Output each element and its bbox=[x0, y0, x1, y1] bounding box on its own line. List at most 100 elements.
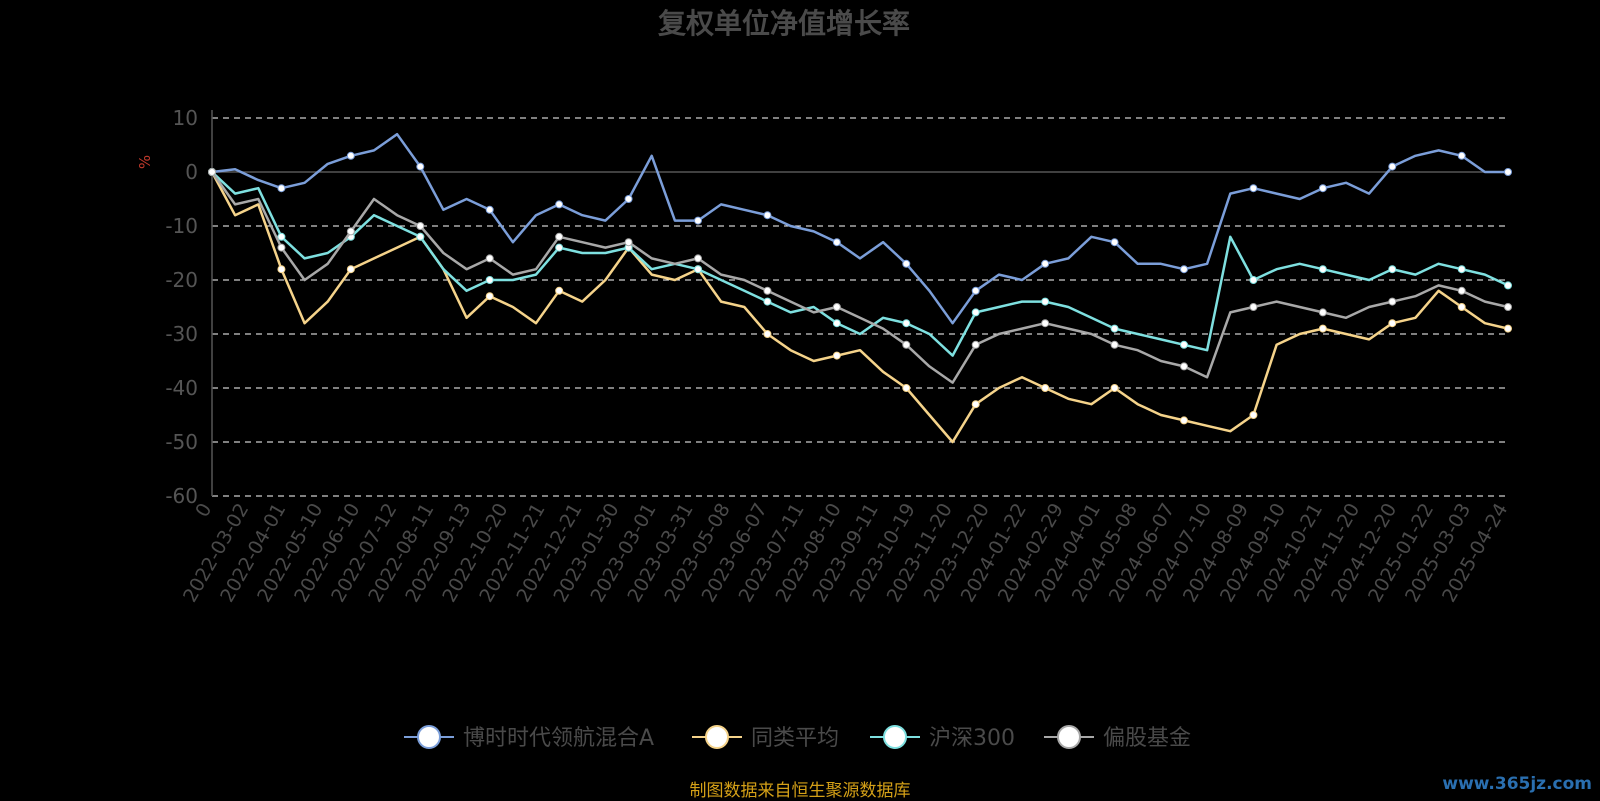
series-point bbox=[485, 254, 494, 263]
series-point bbox=[1041, 297, 1050, 306]
series-point bbox=[555, 200, 564, 209]
series-point bbox=[208, 168, 216, 176]
series-point bbox=[1504, 324, 1512, 333]
series-line-1 bbox=[210, 171, 1509, 444]
series-point bbox=[832, 238, 841, 247]
legend-item-3[interactable]: 偏股基金 bbox=[1044, 725, 1191, 751]
series-point bbox=[1180, 362, 1188, 371]
series-point bbox=[277, 184, 286, 193]
series-point bbox=[694, 265, 702, 274]
series-line-0 bbox=[211, 132, 1508, 325]
series-point bbox=[1180, 265, 1188, 274]
series-line-3 bbox=[210, 171, 1509, 384]
legend-marker bbox=[1057, 725, 1081, 749]
y-tick-label: -10 bbox=[165, 214, 198, 238]
y-tick-label: 0 bbox=[185, 160, 198, 184]
series-point bbox=[763, 211, 772, 220]
series-lines bbox=[208, 132, 1512, 444]
series-point bbox=[1249, 303, 1258, 311]
y-tick-label: -30 bbox=[165, 322, 198, 346]
y-axis-unit-label: % bbox=[136, 155, 154, 169]
series-point bbox=[1180, 340, 1188, 349]
series-point bbox=[277, 243, 286, 252]
grid-lines bbox=[212, 117, 1508, 497]
series-point bbox=[763, 330, 772, 338]
series-point bbox=[1388, 265, 1397, 274]
series-point bbox=[971, 340, 980, 349]
series-point bbox=[1110, 340, 1119, 349]
series-point bbox=[971, 400, 980, 409]
series-point bbox=[346, 227, 355, 236]
series-point bbox=[902, 319, 911, 328]
series-point bbox=[1504, 281, 1512, 290]
legend-label: 同类平均 bbox=[751, 726, 839, 751]
series-point bbox=[1318, 324, 1327, 333]
series-point bbox=[416, 162, 425, 171]
watermark: www.365jz.com bbox=[1442, 774, 1592, 794]
y-tick-label: -20 bbox=[165, 268, 198, 292]
series-point bbox=[1457, 151, 1466, 160]
series-point bbox=[902, 384, 911, 392]
series-point bbox=[902, 340, 911, 349]
series-point bbox=[832, 351, 841, 360]
series-point bbox=[1318, 184, 1327, 193]
series-point bbox=[555, 286, 564, 295]
series-point bbox=[1388, 319, 1397, 328]
series-point bbox=[1110, 384, 1119, 392]
series-point bbox=[555, 232, 564, 241]
series-point bbox=[624, 238, 633, 247]
series-point bbox=[346, 151, 355, 160]
legend-label: 偏股基金 bbox=[1103, 726, 1191, 751]
series-point bbox=[763, 297, 772, 306]
chart-title: 复权单位净值增长率 bbox=[658, 7, 910, 40]
legend-label: 博时时代领航混合A bbox=[463, 726, 654, 751]
y-tick-label: -50 bbox=[165, 430, 198, 454]
series-point bbox=[1249, 411, 1258, 419]
series-point bbox=[1249, 276, 1258, 284]
y-tick-label: 10 bbox=[173, 106, 198, 130]
series-point bbox=[277, 232, 286, 241]
series-line-2 bbox=[211, 171, 1509, 357]
series-point bbox=[416, 232, 425, 241]
series-point bbox=[1041, 384, 1050, 392]
y-tick-label: -40 bbox=[165, 376, 198, 400]
series-point bbox=[485, 276, 494, 284]
series-point bbox=[1388, 162, 1397, 171]
y-tick-label: -60 bbox=[165, 484, 198, 508]
y-axis: 10 0 -10 -20 -30 -40 -50 -60 bbox=[165, 106, 213, 508]
series-point bbox=[694, 254, 702, 263]
series-point bbox=[971, 308, 980, 317]
series-point bbox=[1457, 303, 1466, 311]
series-point bbox=[1504, 303, 1512, 311]
series-point bbox=[555, 243, 564, 252]
legend-item-1[interactable]: 同类平均 bbox=[692, 725, 839, 751]
source-note: 制图数据来自恒生聚源数据库 bbox=[689, 781, 911, 801]
series-point bbox=[694, 216, 702, 225]
series-point bbox=[277, 265, 286, 274]
series-point bbox=[1318, 308, 1327, 317]
series-point bbox=[1457, 286, 1466, 295]
series-point bbox=[485, 292, 494, 301]
x-tick-label: 0 bbox=[191, 500, 216, 521]
x-axis: 02022-03-022022-04-012022-05-102022-06-1… bbox=[179, 499, 1512, 606]
legend-marker bbox=[417, 725, 441, 749]
legend-item-0[interactable]: 博时时代领航混合A bbox=[404, 725, 654, 751]
series-point bbox=[1041, 319, 1050, 328]
legend-marker bbox=[705, 725, 729, 749]
series-point bbox=[1249, 184, 1258, 193]
legend-marker bbox=[883, 725, 907, 749]
series-point bbox=[1457, 265, 1466, 274]
series-point bbox=[416, 222, 425, 230]
series-point bbox=[1110, 324, 1119, 333]
series-point bbox=[1110, 238, 1119, 247]
series-point bbox=[971, 286, 980, 295]
series-point bbox=[1041, 259, 1050, 268]
legend[interactable]: 博时时代领航混合A 同类平均 沪深300 偏股基金 bbox=[404, 725, 1191, 751]
series-point bbox=[832, 319, 841, 328]
series-point bbox=[1388, 297, 1397, 306]
series-point bbox=[1180, 416, 1188, 425]
legend-item-2[interactable]: 沪深300 bbox=[870, 725, 1015, 751]
series-point bbox=[763, 286, 772, 295]
series-point bbox=[346, 265, 355, 274]
